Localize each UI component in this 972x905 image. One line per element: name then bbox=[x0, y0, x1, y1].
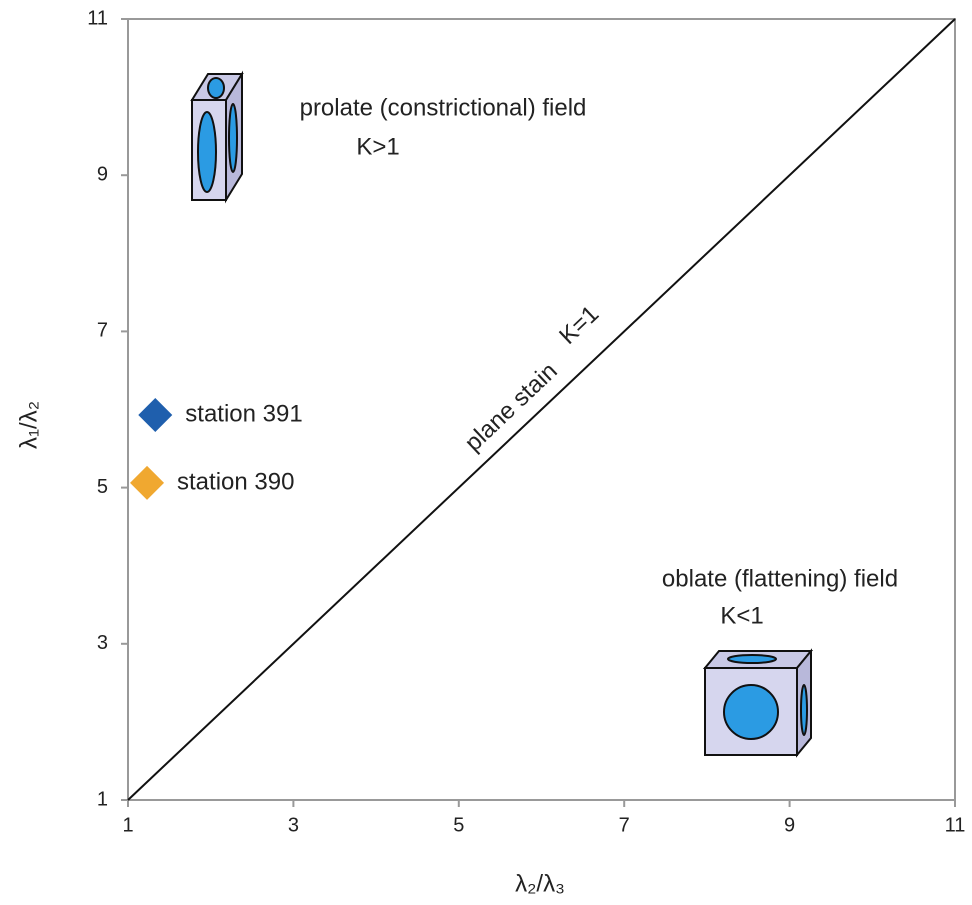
legend-label: station 391 bbox=[185, 400, 302, 427]
legend-label: station 390 bbox=[177, 468, 294, 495]
annotation: oblate (flattening) field bbox=[662, 565, 898, 592]
annotation: K=1 bbox=[554, 300, 604, 349]
y-tick-label: 9 bbox=[97, 163, 108, 185]
y-tick-label: 11 bbox=[87, 7, 108, 29]
point bbox=[138, 397, 173, 432]
y-tick-label: 5 bbox=[97, 476, 108, 498]
x-tick-label: 9 bbox=[784, 814, 795, 836]
prolate-cube bbox=[190, 70, 244, 204]
x-tick-label: 3 bbox=[288, 814, 299, 836]
x-tick-label: 7 bbox=[619, 814, 630, 836]
annotation: K<1 bbox=[720, 602, 763, 629]
annotation: prolate (constrictional) field bbox=[300, 94, 587, 121]
point bbox=[130, 465, 165, 500]
x-tick-label: 5 bbox=[453, 814, 464, 836]
x-tick-label: 11 bbox=[945, 814, 966, 836]
y-tick-label: 1 bbox=[97, 788, 108, 810]
y-axis-label: λ₁/λ₂ bbox=[15, 401, 42, 449]
x-axis-label: λ₂/λ₃ bbox=[515, 870, 565, 897]
plot-frame bbox=[127, 18, 956, 801]
oblate-cube bbox=[702, 648, 814, 758]
annotation: K>1 bbox=[356, 133, 399, 160]
annotation: plane stain bbox=[460, 357, 563, 456]
k1-line bbox=[127, 18, 956, 801]
x-tick-label: 1 bbox=[122, 814, 133, 836]
y-tick-label: 7 bbox=[97, 320, 108, 342]
y-tick-label: 3 bbox=[97, 632, 108, 654]
